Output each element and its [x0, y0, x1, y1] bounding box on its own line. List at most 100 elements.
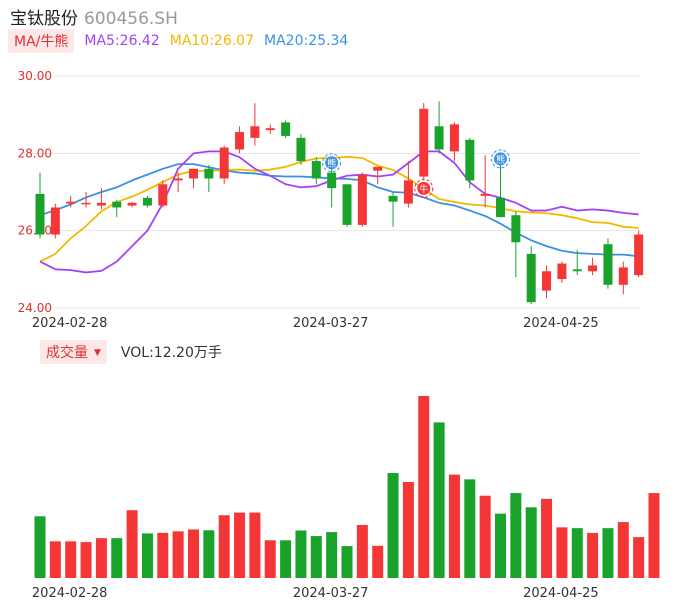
candle	[419, 103, 429, 181]
marker-ring	[414, 178, 434, 198]
x-tick-label: 2024-02-28	[32, 586, 108, 601]
volume-bar	[280, 540, 292, 578]
candle-body	[342, 184, 352, 225]
volume-bar	[602, 528, 614, 578]
candle-body	[35, 193, 45, 235]
marker-label: 牛	[419, 183, 428, 195]
candle-body	[373, 166, 383, 171]
ma20-label: MA20:25.34	[264, 33, 349, 49]
volume-bar	[95, 538, 107, 578]
volume-bar	[203, 530, 215, 578]
candle-body	[50, 207, 60, 235]
volume-bar	[249, 512, 261, 578]
volume-bar	[111, 538, 123, 578]
candle	[542, 265, 552, 299]
candle	[403, 161, 413, 208]
candle	[50, 203, 60, 239]
candle-body	[618, 267, 628, 285]
candle	[373, 166, 383, 185]
stock-code: 600456.SH	[84, 9, 178, 29]
candle	[357, 172, 367, 227]
candle-body	[296, 137, 306, 162]
candle-body	[403, 180, 413, 204]
candle-body	[311, 161, 321, 179]
candle	[81, 192, 91, 208]
y-tick-label: 28.00	[18, 146, 52, 160]
volume-bar	[126, 510, 138, 578]
x-tick-label: 2024-02-28	[32, 316, 108, 330]
candle-body	[542, 271, 552, 291]
candle	[511, 211, 521, 278]
ma10-label: MA10:26.07	[169, 33, 255, 49]
y-tick-label: 26.00	[18, 224, 52, 238]
candle	[342, 184, 352, 227]
marker-ring	[491, 149, 510, 169]
candle	[127, 201, 137, 208]
volume-legend: 成交量 ▼ VOL:12.20万手	[0, 340, 222, 364]
ma-toggle-button[interactable]: MA/牛熊	[8, 29, 75, 53]
candle	[265, 124, 275, 134]
candle-body	[526, 253, 536, 303]
candle-body	[96, 202, 106, 206]
volume-bar	[571, 528, 583, 578]
candle-body	[250, 126, 260, 138]
candle-body	[357, 174, 367, 225]
bear-marker-icon: 熊	[322, 153, 342, 173]
candle	[465, 137, 475, 189]
volume-bar	[633, 537, 645, 578]
candle	[96, 188, 106, 210]
volume-bar	[356, 524, 368, 578]
volume-bar	[464, 479, 476, 578]
candle-body	[603, 244, 613, 285]
volume-bar	[218, 515, 230, 578]
candle	[142, 195, 152, 208]
candle	[158, 180, 168, 208]
candle-body	[572, 269, 582, 272]
volume-bar	[295, 530, 307, 578]
volume-bar	[264, 540, 276, 578]
candle-body	[557, 263, 567, 279]
candle	[235, 126, 245, 154]
volume-bar	[587, 532, 599, 578]
candle-body	[112, 201, 122, 208]
ma5-line	[39, 150, 639, 274]
y-tick-label: 30.00	[18, 69, 52, 83]
bull-marker-icon: 牛	[414, 178, 434, 198]
candle	[173, 172, 183, 192]
candle-body	[496, 197, 505, 218]
ma-legend: MA/牛熊 MA5:26.42 MA10:26.07 MA20:25.34	[0, 29, 349, 53]
volume-indicator-dropdown[interactable]: 成交量 ▼	[40, 340, 107, 364]
price-chart: 30.00 28.00 26.00 24.00 熊牛 熊 2024-02-28 2024-03…	[18, 69, 644, 330]
volume-bar	[157, 532, 169, 578]
candle-body	[204, 168, 214, 179]
candle-body	[327, 172, 337, 189]
volume-bar	[479, 495, 491, 578]
candle	[603, 238, 613, 289]
volume-bar	[418, 396, 430, 578]
candle	[572, 250, 582, 276]
marker-label: 熊	[327, 157, 336, 169]
candle	[388, 192, 398, 227]
y-tick-label: 24.00	[18, 301, 52, 315]
candle-body	[388, 195, 398, 202]
volume-bar	[372, 545, 384, 578]
volume-bar	[402, 481, 414, 578]
volume-bar	[617, 522, 629, 578]
volume-bar	[234, 512, 246, 578]
volume-bar	[65, 541, 77, 578]
candle	[311, 157, 321, 185]
candle	[618, 261, 628, 295]
volume-bar	[49, 541, 61, 578]
volume-indicator-label: 成交量	[46, 345, 88, 361]
volume-bar	[387, 473, 399, 578]
volume-bar	[326, 532, 338, 578]
candle-body	[434, 126, 444, 150]
candle	[526, 246, 536, 305]
stock-name: 宝钛股份	[10, 9, 78, 29]
candle-body	[66, 201, 76, 204]
volume-bar	[433, 422, 445, 578]
volume-bar	[188, 529, 199, 578]
candle	[496, 164, 505, 218]
candle	[634, 230, 644, 278]
volume-bar	[141, 533, 153, 578]
